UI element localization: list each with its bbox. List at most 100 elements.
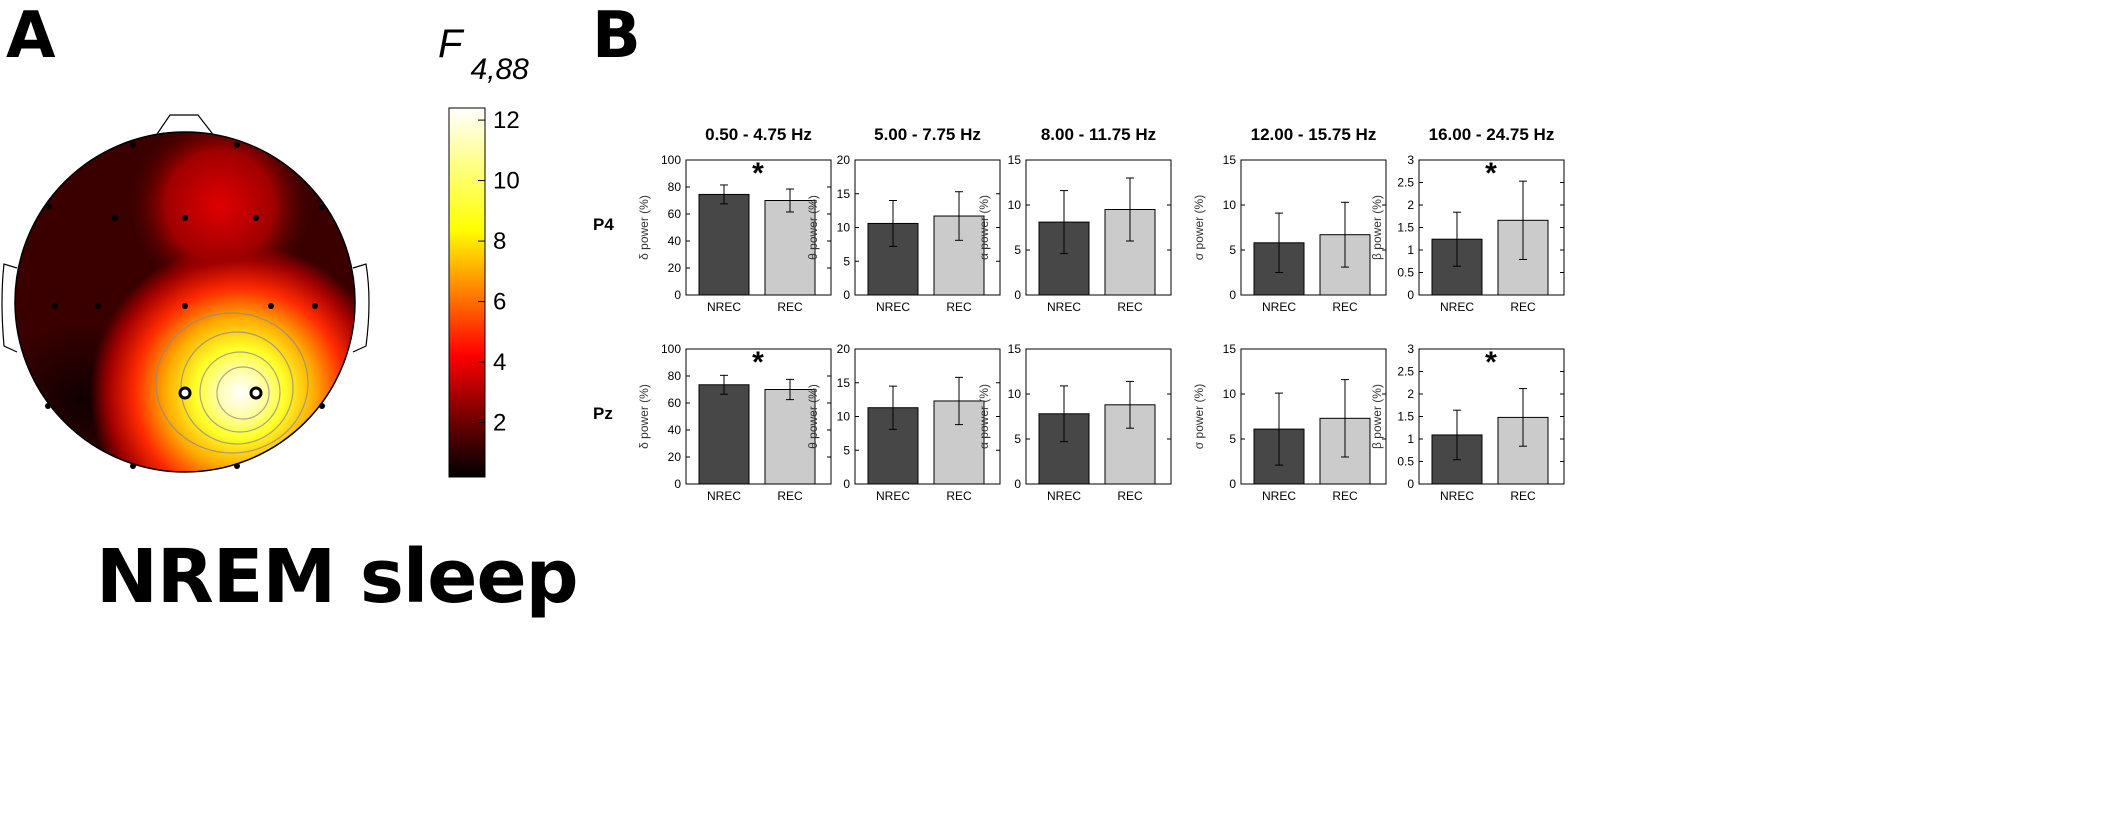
colorbar-title: F4,88 <box>438 22 529 86</box>
stat-subscript: 4,88 <box>470 53 529 86</box>
x-tick-label: NREC <box>707 489 741 503</box>
x-tick-label: NREC <box>707 300 741 314</box>
x-tick-label: NREC <box>1047 489 1081 503</box>
y-tick-label: 10 <box>1008 198 1022 212</box>
x-tick-label: REC <box>1332 489 1358 503</box>
x-tick-label: NREC <box>1440 489 1474 503</box>
y-tick-label: 0 <box>1407 477 1414 491</box>
bar-panel: 0 5 10 15 σ power (%) NREC REC <box>1192 342 1387 503</box>
electrode-pz <box>178 386 192 400</box>
x-tick-label: NREC <box>1262 489 1296 503</box>
y-axis-label: σ power (%) <box>1192 195 1206 260</box>
bar-panel: 0 5 10 15 α power (%) NREC REC <box>977 342 1172 503</box>
y-tick-label: 2.5 <box>1397 176 1414 190</box>
y-tick-label: 60 <box>668 207 682 221</box>
y-axis-label: δ power (%) <box>637 384 651 449</box>
bar-panel: 0 5 10 15 20 θ power (%) NREC REC <box>806 153 1001 314</box>
y-axis-label: σ power (%) <box>1192 384 1206 449</box>
x-tick-label: REC <box>777 489 803 503</box>
y-tick-label: 40 <box>668 423 682 437</box>
y-tick-label: 0.5 <box>1397 455 1414 469</box>
y-tick-label: 80 <box>668 369 682 383</box>
y-tick-label: 10 <box>1223 387 1237 401</box>
colorbar-tick-label: 10 <box>493 168 520 195</box>
band-title: 5.00 - 7.75 Hz <box>874 125 981 144</box>
significance-marker: * <box>1485 346 1497 379</box>
significance-marker: * <box>752 157 764 190</box>
y-axis-label: α power (%) <box>977 195 991 260</box>
right-ear <box>352 263 370 353</box>
y-tick-label: 5 <box>843 443 850 457</box>
left-ear <box>1 263 18 353</box>
y-tick-label: 2 <box>1407 198 1414 212</box>
y-tick-label: 5 <box>843 254 850 268</box>
bar-nrec <box>698 193 750 296</box>
x-tick-label: REC <box>1117 300 1143 314</box>
bar-chart-grid: 0.50 - 4.75 Hz 5.00 - 7.75 Hz 8.00 - 11.75… <box>593 125 1565 503</box>
y-tick-label: 60 <box>668 396 682 410</box>
colorbar-tick-label: 2 <box>493 410 506 437</box>
y-tick-label: 15 <box>1223 153 1237 167</box>
x-tick-label: REC <box>1332 300 1358 314</box>
bar-nrec <box>698 384 750 485</box>
y-tick-label: 5 <box>1229 432 1236 446</box>
y-tick-label: 20 <box>837 153 851 167</box>
y-tick-label: 20 <box>668 450 682 464</box>
y-tick-label: 15 <box>837 376 851 390</box>
condition-label: NREM sleep <box>96 534 579 620</box>
significance-marker: * <box>1485 157 1497 190</box>
y-tick-label: 0 <box>1014 288 1021 302</box>
band-title: 16.00 - 24.75 Hz <box>1429 125 1555 144</box>
y-tick-label: 0 <box>1407 288 1414 302</box>
y-tick-label: 10 <box>837 410 851 424</box>
y-tick-label: 0.5 <box>1397 266 1414 280</box>
y-tick-label: 100 <box>661 342 681 356</box>
y-tick-label: 10 <box>1008 387 1022 401</box>
band-title: 0.50 - 4.75 Hz <box>705 125 812 144</box>
y-tick-label: 10 <box>1223 198 1237 212</box>
colorbar-tick-label: 4 <box>493 349 506 376</box>
bar-panel: 0 0.5 1 1.5 2 2.5 3 β power (%) NREC REC * <box>1370 153 1565 314</box>
y-tick-label: 0 <box>843 288 850 302</box>
y-tick-label: 3 <box>1407 153 1414 167</box>
y-axis-label: δ power (%) <box>637 195 651 260</box>
bar-panel: 0 20 40 60 80 100 δ power (%) NREC REC * <box>637 153 832 314</box>
y-axis-label: θ power (%) <box>806 195 820 260</box>
bar-panel: 0 5 10 15 σ power (%) NREC REC <box>1192 153 1387 314</box>
x-tick-label: REC <box>1510 489 1536 503</box>
row-label: P4 <box>593 215 614 234</box>
x-tick-label: REC <box>946 300 972 314</box>
colorbar-tick-label: 8 <box>493 228 506 255</box>
bar-rec <box>764 389 816 485</box>
x-tick-label: NREC <box>876 489 910 503</box>
y-tick-label: 80 <box>668 180 682 194</box>
band-title: 8.00 - 11.75 Hz <box>1041 125 1156 144</box>
y-tick-label: 1.5 <box>1397 221 1414 235</box>
x-tick-label: NREC <box>1047 300 1081 314</box>
y-tick-label: 0 <box>1014 477 1021 491</box>
electrode-p4 <box>249 386 263 400</box>
x-tick-label: REC <box>777 300 803 314</box>
y-tick-label: 15 <box>1223 342 1237 356</box>
bar-panel: 0 0.5 1 1.5 2 2.5 3 β power (%) NREC REC * <box>1370 342 1565 503</box>
x-tick-label: NREC <box>1262 300 1296 314</box>
y-tick-label: 20 <box>668 261 682 275</box>
y-tick-label: 0 <box>674 288 681 302</box>
x-tick-label: NREC <box>876 300 910 314</box>
y-tick-label: 0 <box>1229 288 1236 302</box>
y-tick-label: 100 <box>661 153 681 167</box>
y-axis-label: β power (%) <box>1370 384 1384 449</box>
colorbar-tick-label: 6 <box>493 289 506 316</box>
nose <box>154 114 216 138</box>
colorbar-tick-label: 12 <box>493 107 520 134</box>
x-tick-label: REC <box>1510 300 1536 314</box>
y-tick-label: 0 <box>1229 477 1236 491</box>
colorbar: 2 4 6 8 10 12 <box>448 107 520 478</box>
y-tick-label: 0 <box>843 477 850 491</box>
y-tick-label: 15 <box>837 187 851 201</box>
y-tick-label: 2 <box>1407 387 1414 401</box>
band-title: 12.00 - 15.75 Hz <box>1251 125 1377 144</box>
y-tick-label: 5 <box>1229 243 1236 257</box>
panel-label-b: B <box>592 0 641 73</box>
y-tick-label: 20 <box>837 342 851 356</box>
